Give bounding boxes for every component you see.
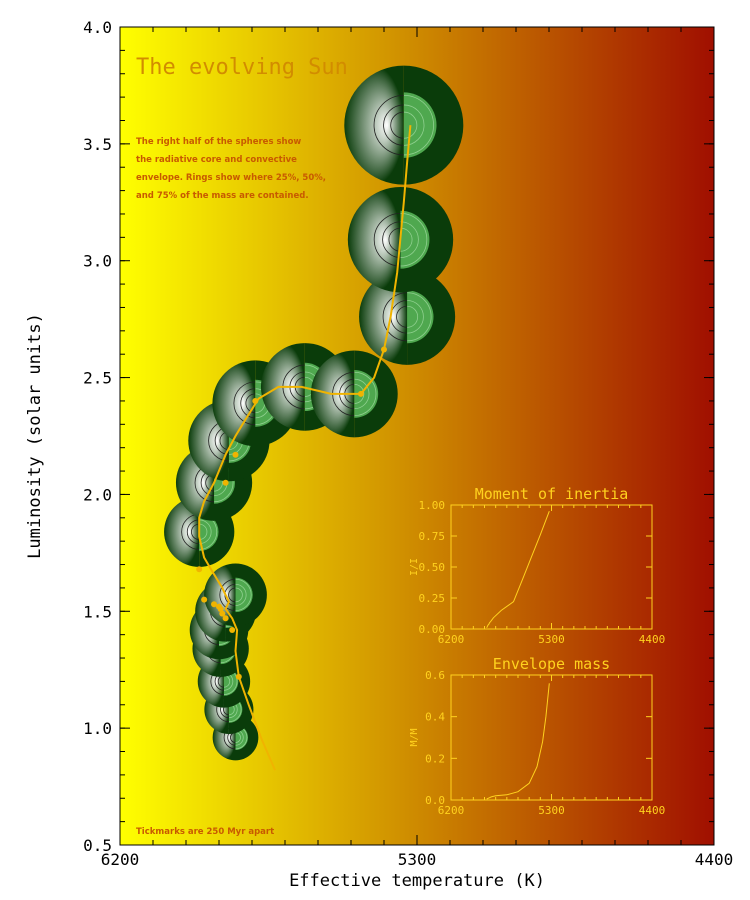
age-tickmark: [196, 566, 203, 573]
annotation-line: envelope. Rings show where 25%, 50%,: [136, 173, 326, 183]
inset-y-label: I/I: [409, 558, 420, 576]
age-tickmark: [357, 390, 364, 397]
y-axis-label: Luminosity (solar units): [25, 313, 45, 559]
inset-y-tick-label: 1.00: [419, 499, 446, 512]
inset-y-tick-label: 0.00: [419, 623, 446, 636]
mass-ring: [199, 519, 212, 545]
mass-ring: [400, 227, 413, 252]
inset-x-tick-label: 5300: [538, 804, 565, 817]
age-tickmark: [216, 603, 222, 610]
tickmark-note: Tickmarks are 250 Myr apart: [136, 827, 274, 837]
inset-y-tick-label: 0.4: [425, 711, 445, 724]
mass-ring: [235, 587, 243, 603]
mass-ring: [390, 111, 404, 139]
mass-ring: [407, 292, 432, 342]
age-tickmark: [219, 610, 226, 617]
mass-ring: [219, 578, 236, 612]
inset-envelope-mass: Envelope mass 0.0 0.2 0.4 0.6 6200 5300 4400 M/M: [409, 655, 665, 817]
inset-y-tick-label: 0.6: [425, 669, 445, 682]
inset-series-line: [486, 683, 550, 800]
mass-ring: [233, 381, 256, 426]
inset-series-line: [486, 511, 550, 629]
inset-y-tick-label: 0.50: [419, 561, 446, 574]
mass-ring: [245, 393, 256, 414]
y-tick-label: 3.5: [83, 135, 112, 154]
main-title-group: The evolving Sun: [136, 55, 348, 80]
age-tickmark: [252, 397, 259, 404]
inset-title: Envelope mass: [493, 655, 610, 673]
annotation-line: The right half of the spheres show: [136, 137, 301, 147]
age-tickmark: [229, 626, 236, 633]
mass-ring: [235, 732, 241, 743]
inset-y-tick-label: 0.0: [425, 794, 445, 807]
x-tick-label: 4400: [695, 850, 734, 869]
mass-ring: [400, 221, 419, 258]
main-title: The evolving Sun: [136, 55, 348, 80]
inset-x-tick-label: 6200: [438, 633, 465, 646]
y-tick-label: 4.0: [83, 18, 112, 37]
mass-ring: [403, 104, 425, 146]
mass-ring: [191, 523, 200, 540]
mass-ring: [354, 378, 370, 410]
mass-ring: [235, 583, 247, 606]
inset-y-label: M/M: [409, 728, 420, 746]
mass-ring: [373, 212, 401, 267]
main-axes: 0.5 1.0 1.5 2.0 2.5 3.0 3.5 4.0 6200 5300 4400 Effe…: [25, 18, 733, 891]
age-tickmark: [222, 479, 229, 486]
mass-ring: [407, 300, 424, 334]
age-tickmark: [211, 601, 218, 608]
x-tick-label: 6200: [101, 850, 140, 869]
y-tick-label: 1.0: [83, 719, 112, 738]
mass-ring: [382, 221, 401, 258]
y-tick-label: 3.0: [83, 252, 112, 271]
age-tickmark: [235, 673, 242, 680]
age-tickmark: [222, 615, 229, 622]
inset-x-tick-label: 4400: [639, 804, 666, 817]
inset-moment-of-inertia: Moment of inertia 0.00 0.25 0.50 0.75 1.00 620…: [409, 485, 665, 646]
evolution-track-group: [196, 125, 412, 771]
mass-ring: [240, 388, 256, 419]
mass-ring: [354, 371, 377, 417]
mass-ring: [373, 95, 404, 156]
mass-ring: [235, 578, 252, 612]
mass-ring: [388, 227, 401, 252]
x-axis-label: Effective temperature (K): [289, 871, 545, 891]
mass-ring: [181, 513, 200, 550]
inset-title: Moment of inertia: [475, 485, 629, 503]
inset-x-tick-label: 5300: [538, 633, 565, 646]
age-tickmark: [201, 596, 208, 603]
mass-ring: [383, 104, 404, 146]
inset-y-tick-label: 0.25: [419, 592, 446, 605]
mass-ring: [407, 305, 418, 328]
y-tick-label: 0.5: [83, 836, 112, 855]
mass-ring: [228, 587, 236, 603]
sphere: [344, 65, 464, 185]
mass-ring: [403, 95, 434, 156]
evolution-track-line: [198, 125, 412, 771]
mass-ring: [400, 212, 428, 267]
y-tick-label: 1.5: [83, 602, 112, 621]
sphere: [347, 187, 454, 293]
y-tick-label: 2.5: [83, 369, 112, 388]
mass-ring: [382, 292, 408, 342]
inset-y-tick-label: 0.2: [425, 752, 445, 765]
mass-ring: [396, 305, 408, 328]
age-tickmark: [232, 451, 239, 458]
annotation-line: and 75% of the mass are contained.: [136, 191, 309, 201]
inset-x-tick-label: 4400: [639, 633, 666, 646]
age-tickmark: [381, 346, 387, 353]
x-tick-label: 5300: [398, 850, 437, 869]
mass-ring: [186, 519, 200, 545]
annotation-line: the radiative core and convective: [136, 155, 297, 165]
inset-y-tick-label: 0.75: [419, 530, 446, 543]
y-tick-label: 2.0: [83, 485, 112, 504]
annotation-group: The right half of the spheres show the ra…: [136, 137, 326, 837]
mass-ring: [199, 523, 208, 540]
inset-x-tick-label: 6200: [438, 804, 465, 817]
